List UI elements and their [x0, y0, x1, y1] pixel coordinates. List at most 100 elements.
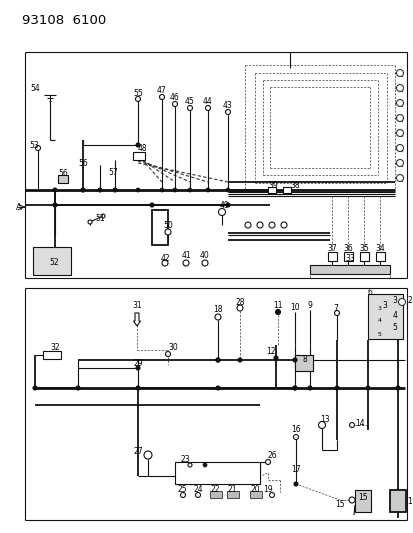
Text: 20: 20: [249, 486, 259, 495]
Circle shape: [214, 314, 221, 320]
Text: 19: 19: [263, 486, 272, 495]
Circle shape: [318, 422, 325, 429]
Circle shape: [293, 482, 297, 486]
Text: 24: 24: [193, 486, 202, 495]
Circle shape: [113, 188, 116, 192]
Text: 3: 3: [377, 305, 381, 311]
Circle shape: [396, 69, 403, 77]
Bar: [133, 152, 145, 160]
Bar: [359, 252, 368, 261]
Text: 3: 3: [382, 301, 387, 310]
Circle shape: [188, 463, 192, 467]
Text: 29: 29: [133, 359, 142, 367]
Circle shape: [225, 188, 229, 192]
Circle shape: [173, 188, 176, 192]
Text: 57: 57: [108, 167, 118, 176]
Circle shape: [268, 222, 274, 228]
Text: 32: 32: [50, 343, 59, 352]
Circle shape: [216, 386, 219, 390]
Circle shape: [101, 214, 105, 218]
Circle shape: [216, 358, 219, 362]
Text: 40: 40: [199, 251, 209, 260]
Circle shape: [396, 174, 403, 182]
Text: 35: 35: [358, 244, 368, 253]
Circle shape: [225, 109, 230, 115]
Bar: [209, 491, 221, 498]
Text: 52: 52: [49, 257, 59, 266]
Circle shape: [150, 203, 154, 207]
Text: 21: 21: [227, 486, 236, 495]
Text: 48: 48: [137, 143, 147, 152]
Text: 38: 38: [289, 181, 299, 190]
Text: 4: 4: [392, 311, 396, 319]
Text: 22: 22: [210, 486, 219, 495]
Text: 12: 12: [266, 348, 275, 357]
Circle shape: [136, 366, 140, 370]
Text: 14: 14: [354, 418, 364, 427]
Text: 5: 5: [377, 332, 381, 336]
Circle shape: [265, 459, 270, 464]
Circle shape: [161, 260, 168, 266]
Bar: [389, 490, 405, 512]
Text: 36: 36: [342, 244, 352, 253]
Text: 27: 27: [133, 448, 142, 456]
Text: 41: 41: [181, 251, 190, 260]
Bar: [267, 187, 275, 193]
Circle shape: [269, 492, 274, 497]
Text: 28: 28: [235, 297, 244, 306]
Text: 44: 44: [203, 96, 212, 106]
Circle shape: [187, 106, 192, 110]
Circle shape: [273, 356, 277, 360]
Text: 43: 43: [223, 101, 232, 109]
Circle shape: [159, 94, 164, 100]
Text: 46: 46: [170, 93, 179, 101]
Circle shape: [202, 260, 207, 266]
Text: 16: 16: [290, 425, 300, 434]
Circle shape: [98, 188, 102, 192]
Text: 37: 37: [326, 244, 336, 253]
Circle shape: [396, 115, 403, 122]
Circle shape: [81, 188, 85, 192]
Text: 8: 8: [302, 356, 306, 365]
Circle shape: [396, 100, 403, 107]
Text: 13: 13: [319, 416, 329, 424]
Circle shape: [293, 434, 298, 440]
Text: 26: 26: [266, 451, 276, 461]
Circle shape: [349, 423, 354, 427]
Circle shape: [135, 96, 140, 101]
Text: 55: 55: [133, 88, 142, 98]
Circle shape: [180, 492, 185, 497]
Circle shape: [206, 188, 209, 192]
Circle shape: [33, 386, 37, 390]
Circle shape: [136, 188, 140, 192]
Circle shape: [396, 159, 403, 166]
Circle shape: [280, 222, 286, 228]
Bar: [294, 355, 312, 371]
Text: 17: 17: [290, 465, 300, 474]
Text: 9: 9: [307, 301, 312, 310]
Circle shape: [292, 358, 296, 362]
Text: 3: 3: [392, 295, 396, 304]
Circle shape: [365, 386, 369, 390]
Circle shape: [334, 386, 338, 390]
Circle shape: [292, 386, 296, 390]
Text: 33: 33: [344, 254, 354, 262]
Bar: [58, 175, 68, 183]
Text: 45: 45: [185, 96, 195, 106]
FancyArrow shape: [133, 313, 140, 326]
Bar: [249, 491, 261, 498]
Circle shape: [165, 351, 170, 357]
Circle shape: [195, 492, 200, 497]
Text: 15: 15: [335, 500, 344, 510]
Text: 1: 1: [406, 497, 411, 506]
Circle shape: [183, 260, 189, 266]
Circle shape: [53, 188, 57, 192]
Circle shape: [98, 188, 102, 192]
Bar: [226, 491, 238, 498]
Circle shape: [236, 305, 242, 311]
Text: 5: 5: [392, 324, 396, 333]
Bar: [309, 265, 389, 274]
Bar: [43, 351, 61, 359]
Text: 49: 49: [220, 200, 229, 209]
Text: 47: 47: [157, 85, 166, 94]
